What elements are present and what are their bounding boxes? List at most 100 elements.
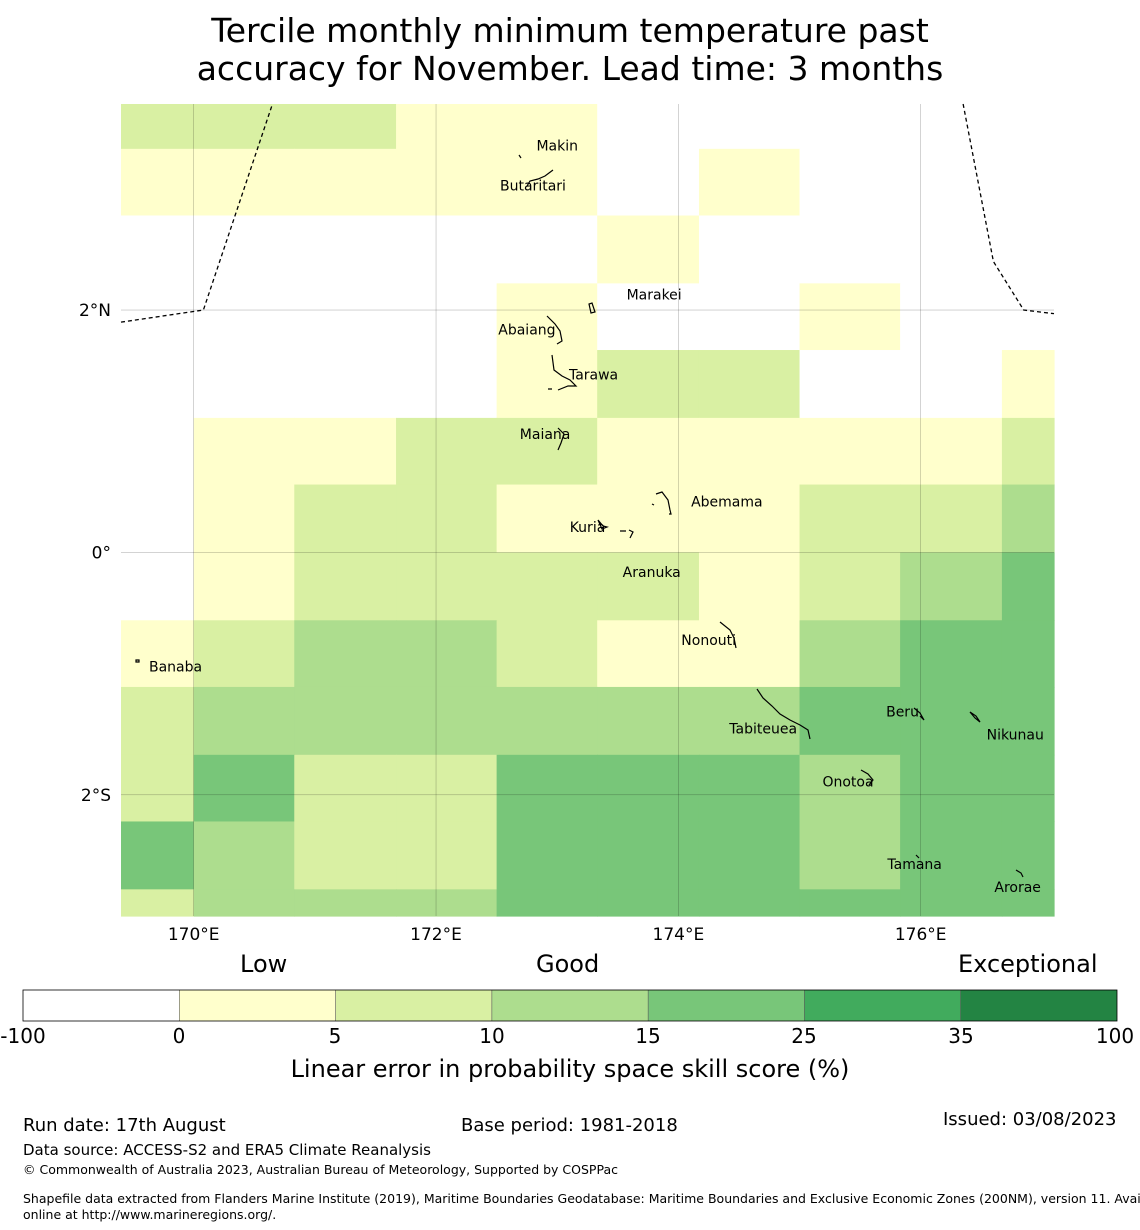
skill-cell bbox=[900, 754, 1003, 823]
data-source: Data source: ACCESS-S2 and ERA5 Climate … bbox=[23, 1141, 431, 1159]
skill-cell bbox=[900, 417, 1003, 486]
skill-cell bbox=[496, 148, 598, 217]
skill-cell bbox=[900, 484, 1003, 554]
colorbar-word-low: Low bbox=[240, 950, 288, 978]
island-nikunau bbox=[969, 711, 981, 723]
skill-cell bbox=[121, 889, 195, 917]
skill-cell bbox=[121, 417, 195, 486]
skill-cell bbox=[1001, 889, 1055, 917]
skill-cell bbox=[900, 350, 1003, 419]
skill-cell bbox=[698, 552, 801, 621]
lat-tick-label: 2°N bbox=[79, 301, 111, 321]
island-banaba bbox=[135, 659, 140, 663]
skill-cell bbox=[294, 104, 397, 150]
colorbar-segment bbox=[804, 990, 961, 1021]
skill-cell bbox=[698, 484, 801, 554]
skill-cell bbox=[698, 620, 801, 688]
title-line-2: accuracy for November. Lead time: 3 mont… bbox=[196, 49, 944, 88]
skill-cell bbox=[597, 350, 700, 419]
skill-cell bbox=[294, 148, 397, 217]
skill-cell bbox=[396, 754, 498, 823]
colorbar-tick: 35 bbox=[948, 1024, 974, 1048]
skill-cell bbox=[799, 350, 901, 419]
colorbar-frame bbox=[22, 989, 1118, 1022]
skill-cell bbox=[799, 148, 901, 217]
skill-cell bbox=[597, 417, 700, 486]
skill-cell bbox=[799, 283, 901, 351]
lon-tick-label: 172°E bbox=[410, 925, 462, 945]
skill-cell bbox=[396, 821, 498, 890]
skill-cell bbox=[294, 283, 397, 351]
skill-cell bbox=[193, 821, 295, 890]
place-label-maiana: Maiana bbox=[520, 427, 571, 443]
skill-cell bbox=[294, 620, 397, 688]
skill-cell bbox=[496, 484, 598, 554]
colorbar-segment bbox=[491, 990, 649, 1021]
skill-cell bbox=[294, 417, 397, 486]
skill-cell bbox=[193, 350, 295, 419]
skill-cell bbox=[597, 552, 700, 621]
skill-cell bbox=[294, 350, 397, 419]
skill-cell bbox=[496, 350, 598, 419]
colorbar-tick: 15 bbox=[635, 1024, 661, 1048]
island-tarawa bbox=[548, 354, 578, 391]
lon-tick-label: 170°E bbox=[168, 925, 220, 945]
base-period: Base period: 1981-2018 bbox=[461, 1115, 678, 1136]
lon-tick-label: 176°E bbox=[895, 925, 947, 945]
colorbar-label: Linear error in probability space skill … bbox=[290, 1055, 850, 1083]
skill-cell bbox=[698, 754, 801, 823]
place-label-aranuka: Aranuka bbox=[623, 565, 681, 581]
place-label-arorae: Arorae bbox=[994, 880, 1041, 896]
skill-cell bbox=[294, 552, 397, 621]
skill-cell bbox=[1001, 484, 1055, 554]
colorbar-tick: -100 bbox=[0, 1024, 46, 1048]
skill-cell bbox=[1001, 350, 1055, 419]
island-labels: Makin Butaritari Marakei Abaiang Tarawa Maian… bbox=[149, 138, 1044, 896]
colorbar-tick: 10 bbox=[479, 1024, 505, 1048]
shapefile-credit-line-2: online at http://www.marineregions.org/. bbox=[23, 1207, 277, 1222]
skill-cell bbox=[294, 889, 397, 917]
eez-boundaries bbox=[120, 103, 1055, 323]
skill-cell bbox=[1001, 821, 1055, 890]
skill-cell bbox=[396, 283, 498, 351]
skill-cell bbox=[698, 889, 801, 917]
skill-cell bbox=[496, 552, 598, 621]
place-label-nonouti: Nonouti bbox=[681, 633, 736, 649]
colorbar-segment bbox=[335, 990, 492, 1021]
skill-cell bbox=[597, 620, 700, 688]
island-abemama bbox=[651, 491, 672, 515]
island-beru bbox=[913, 707, 925, 721]
skill-cell bbox=[496, 754, 598, 823]
skill-cell bbox=[496, 889, 598, 917]
place-label-beru: Beru bbox=[886, 704, 919, 720]
skill-cell bbox=[597, 148, 700, 217]
skill-cell bbox=[799, 484, 901, 554]
place-label-nikunau: Nikunau bbox=[987, 727, 1044, 743]
lon-tick-label: 174°E bbox=[653, 925, 705, 945]
place-label-makin: Makin bbox=[536, 138, 578, 154]
island-outlines bbox=[135, 154, 1024, 878]
island-tamana bbox=[915, 854, 920, 859]
skill-cell bbox=[121, 104, 195, 150]
skill-cell bbox=[900, 215, 1003, 284]
island-kuria bbox=[597, 519, 609, 530]
skill-cell bbox=[1001, 283, 1055, 351]
map-title: Tercile monthly minimum temperature past… bbox=[0, 12, 1140, 88]
skill-cell bbox=[193, 104, 295, 150]
skill-cell bbox=[799, 620, 901, 688]
issued-date: Issued: 03/08/2023 bbox=[943, 1109, 1117, 1130]
skill-cell bbox=[121, 215, 195, 284]
skill-cell bbox=[1001, 417, 1055, 486]
map-gridlines bbox=[121, 104, 1054, 916]
skill-cell bbox=[698, 215, 801, 284]
colorbar-segment bbox=[648, 990, 805, 1021]
skill-cell bbox=[121, 754, 195, 823]
skill-cell bbox=[597, 215, 700, 284]
skill-cell bbox=[294, 215, 397, 284]
skill-cell bbox=[294, 686, 397, 756]
skill-cell bbox=[900, 889, 1003, 917]
skill-cell bbox=[597, 821, 700, 890]
skill-cell bbox=[597, 484, 700, 554]
skill-cell bbox=[193, 484, 295, 554]
